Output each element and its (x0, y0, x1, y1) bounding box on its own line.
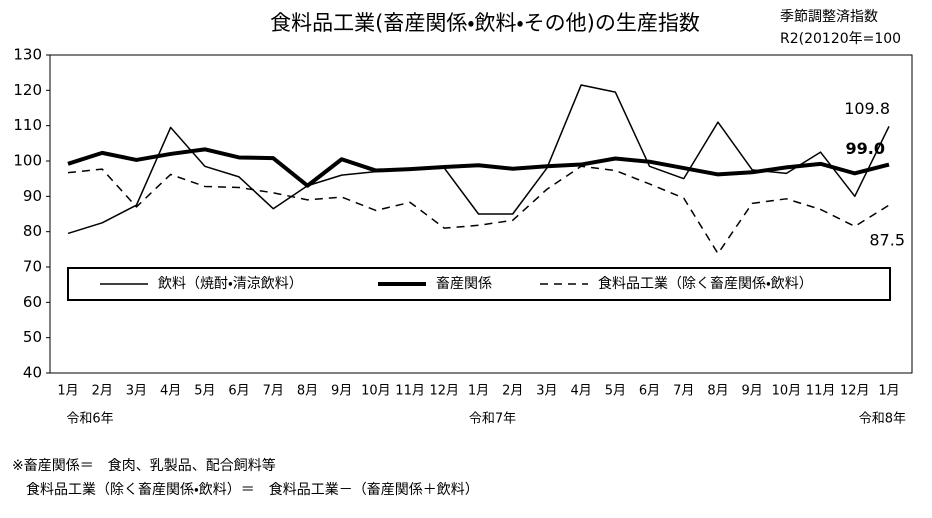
x-tick-label: 6月 (639, 384, 660, 399)
x-tick-label: 7月 (673, 384, 694, 399)
x-tick-label: 5月 (605, 384, 626, 399)
x-tick-label: 3月 (536, 384, 557, 399)
x-tick-label: 9月 (742, 384, 763, 399)
x-tick-label: 9月 (331, 384, 352, 399)
note: R2(20120年=100 (780, 31, 901, 47)
x-tick-label: 12月 (840, 384, 870, 399)
x-tick-label: 1月 (468, 384, 489, 399)
x-tick-label: 11月 (395, 384, 425, 399)
y-tick-label: 60 (23, 293, 42, 311)
y-tick-label: 110 (13, 116, 42, 134)
x-tick-label: 11月 (806, 384, 836, 399)
y-tick-label: 80 (23, 222, 42, 240)
period-label: 令和7年 (469, 412, 516, 427)
series-line (67, 147, 890, 188)
period-label: 令和6年 (66, 412, 113, 427)
y-tick-label: 100 (13, 152, 42, 170)
x-tick-label: 6月 (228, 384, 249, 399)
y-tick-label: 70 (23, 258, 42, 276)
y-tick-label: 50 (23, 328, 42, 346)
legend-label: 飲料（焼酎・清涼飲料） (158, 276, 303, 292)
legend-label: 食料品工業（除く畜産関係・飲料） (598, 275, 813, 292)
x-tick-label: 1月 (57, 384, 78, 399)
footnote: 食料品工業（除く畜産関係・飲料）＝ 食料品工業－（畜産関係＋飲料） (12, 481, 479, 498)
y-tick-label: 130 (13, 46, 42, 64)
y-tick-label: 40 (23, 364, 42, 382)
x-tick-label: 8月 (297, 384, 318, 399)
period-label: 令和8年 (859, 412, 906, 427)
legend-label: 畜産関係 (436, 275, 492, 292)
x-tick-label: 10月 (361, 384, 391, 399)
footnote: ※畜産関係＝ 食肉、乳製品、配合飼料等 (12, 457, 276, 474)
x-tick-label: 5月 (194, 384, 215, 399)
value-label: 87.5 (869, 231, 905, 250)
y-tick-label: 120 (13, 81, 42, 99)
x-tick-label: 2月 (92, 384, 113, 399)
x-tick-label: 4月 (160, 384, 181, 399)
x-tick-label: 7月 (263, 384, 284, 399)
value-label: 109.8 (844, 99, 890, 118)
plot-frame (49, 54, 913, 374)
x-tick-label: 2月 (502, 384, 523, 399)
series-line (67, 84, 890, 235)
x-tick-label: 3月 (126, 384, 147, 399)
series-line (67, 165, 890, 255)
x-tick-label: 4月 (570, 384, 591, 399)
x-tick-label: 8月 (707, 384, 728, 399)
value-label: 99.0 (846, 139, 885, 158)
x-tick-label: 12月 (430, 384, 460, 399)
note: 季節調整済指数 (780, 8, 878, 25)
x-tick-label: 10月 (772, 384, 802, 399)
x-tick-label: 1月 (878, 384, 899, 399)
legend-box (67, 267, 891, 301)
y-tick-label: 90 (23, 187, 42, 205)
chart-title: 食料品工業(畜産関係・飲料・その他)の生産指数 (270, 11, 700, 35)
